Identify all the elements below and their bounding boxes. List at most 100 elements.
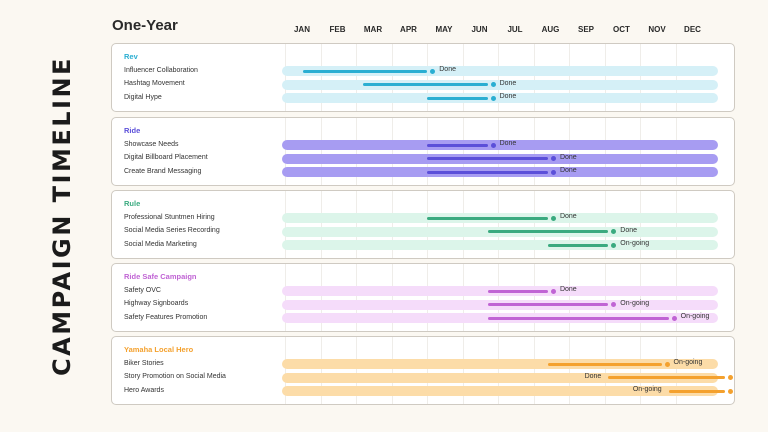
task-label: Social Media Marketing (124, 240, 197, 248)
month-gridline (640, 191, 642, 258)
task-status: Done (559, 213, 577, 220)
month-gridline (320, 118, 322, 185)
month-gridline (356, 44, 358, 111)
month-gridline (675, 264, 677, 331)
month-gridline (533, 337, 535, 404)
month-gridline (285, 337, 287, 404)
task-track (282, 66, 718, 76)
month-gridline (498, 44, 500, 111)
task-bar (427, 157, 548, 160)
month-gridline (285, 191, 287, 258)
task-label: Digital Hype (124, 93, 162, 101)
task-end-dot (430, 68, 436, 74)
month-gridline (569, 191, 571, 258)
task-end-dot (550, 215, 556, 221)
month-gridline (640, 118, 642, 185)
task-end-dot (490, 142, 496, 148)
month-gridline (640, 44, 642, 111)
task-bar (487, 316, 669, 320)
month-gridline (391, 191, 393, 258)
month-gridline (498, 264, 500, 331)
month-gridline (569, 264, 571, 331)
task-label: Showcase Needs (124, 140, 179, 148)
month-gridline (604, 264, 606, 331)
task-track (282, 240, 718, 250)
task-bar (427, 216, 548, 220)
group-panel: Rule Professional Stuntmen Hiring Done Soci… (111, 190, 735, 259)
month-gridline (427, 118, 429, 185)
month-gridline (391, 118, 393, 185)
task-end-dot (611, 242, 617, 248)
month-gridline (533, 118, 535, 185)
month-gridline (498, 337, 500, 404)
task-label: Highway Signboards (124, 300, 189, 307)
task-status: On-going (680, 313, 710, 320)
task-end-dot (550, 156, 556, 161)
task-end-dot (664, 361, 670, 367)
task-end-dot (611, 302, 617, 307)
month-gridline (356, 264, 358, 331)
month-gridline (569, 44, 571, 111)
month-gridline (356, 191, 358, 258)
task-status: On-going (632, 386, 662, 393)
task-track (282, 79, 718, 90)
group-title: Ride (124, 126, 141, 135)
month-gridline (533, 264, 535, 331)
month-gridline (462, 191, 464, 258)
month-label-nov: NOV (648, 25, 666, 34)
month-gridline (427, 264, 429, 331)
month-gridline (356, 337, 358, 404)
task-label: Safety OVC (124, 286, 161, 294)
group-panel: Ride Showcase Needs Done Digital Billboard … (111, 117, 735, 186)
year-title: One-Year (112, 17, 178, 34)
task-label: Story Promotion on Social Media (124, 373, 226, 380)
month-gridline (391, 337, 393, 404)
task-bar (303, 69, 428, 73)
month-gridline (462, 118, 464, 185)
month-gridline (285, 118, 287, 185)
month-gridline (675, 44, 677, 111)
month-label-aug: AUG (541, 25, 560, 34)
task-status: On-going (620, 240, 650, 247)
month-gridline (285, 44, 287, 111)
month-gridline (320, 264, 322, 331)
task-label: Safety Features Promotion (124, 313, 208, 321)
group-panel: Yamaha Local Hero Biker Stories On-going St… (111, 336, 735, 405)
group-title: Rule (124, 199, 141, 208)
task-label: Digital Billboard Placement (124, 154, 208, 161)
month-gridline (356, 118, 358, 185)
month-gridline (462, 264, 464, 331)
month-gridline (675, 337, 677, 404)
month-gridline (569, 337, 571, 404)
month-gridline (320, 44, 322, 111)
month-gridline (427, 44, 429, 111)
task-bar (487, 289, 548, 293)
month-gridline (533, 191, 535, 258)
task-status: Done (559, 153, 577, 161)
task-bar (427, 143, 488, 147)
task-label: Hero Awards (124, 386, 164, 394)
month-gridline (604, 191, 606, 258)
task-status: Done (620, 226, 638, 234)
task-status: Done (499, 93, 517, 100)
month-label-jun: JUN (471, 25, 488, 34)
task-status: Done (559, 167, 577, 174)
month-label-jan: JAN (293, 25, 310, 34)
task-track (282, 140, 718, 150)
month-gridline (320, 191, 322, 258)
task-bar (547, 243, 609, 247)
task-label: Professional Stuntmen Hiring (124, 213, 215, 221)
group-title: Rev (124, 52, 138, 61)
month-gridline (462, 44, 464, 111)
task-end-dot (490, 95, 496, 101)
month-gridline (462, 337, 464, 404)
task-label: Influencer Collaboration (124, 66, 198, 74)
task-end-dot (728, 375, 734, 380)
month-gridline (391, 264, 393, 331)
group-title: Ride Safe Campaign (124, 272, 197, 281)
month-gridline (320, 337, 322, 404)
task-track (282, 386, 718, 396)
task-end-dot (611, 229, 617, 234)
month-label-mar: MAR (363, 25, 383, 34)
task-label: Hashtag Movement (124, 80, 185, 87)
